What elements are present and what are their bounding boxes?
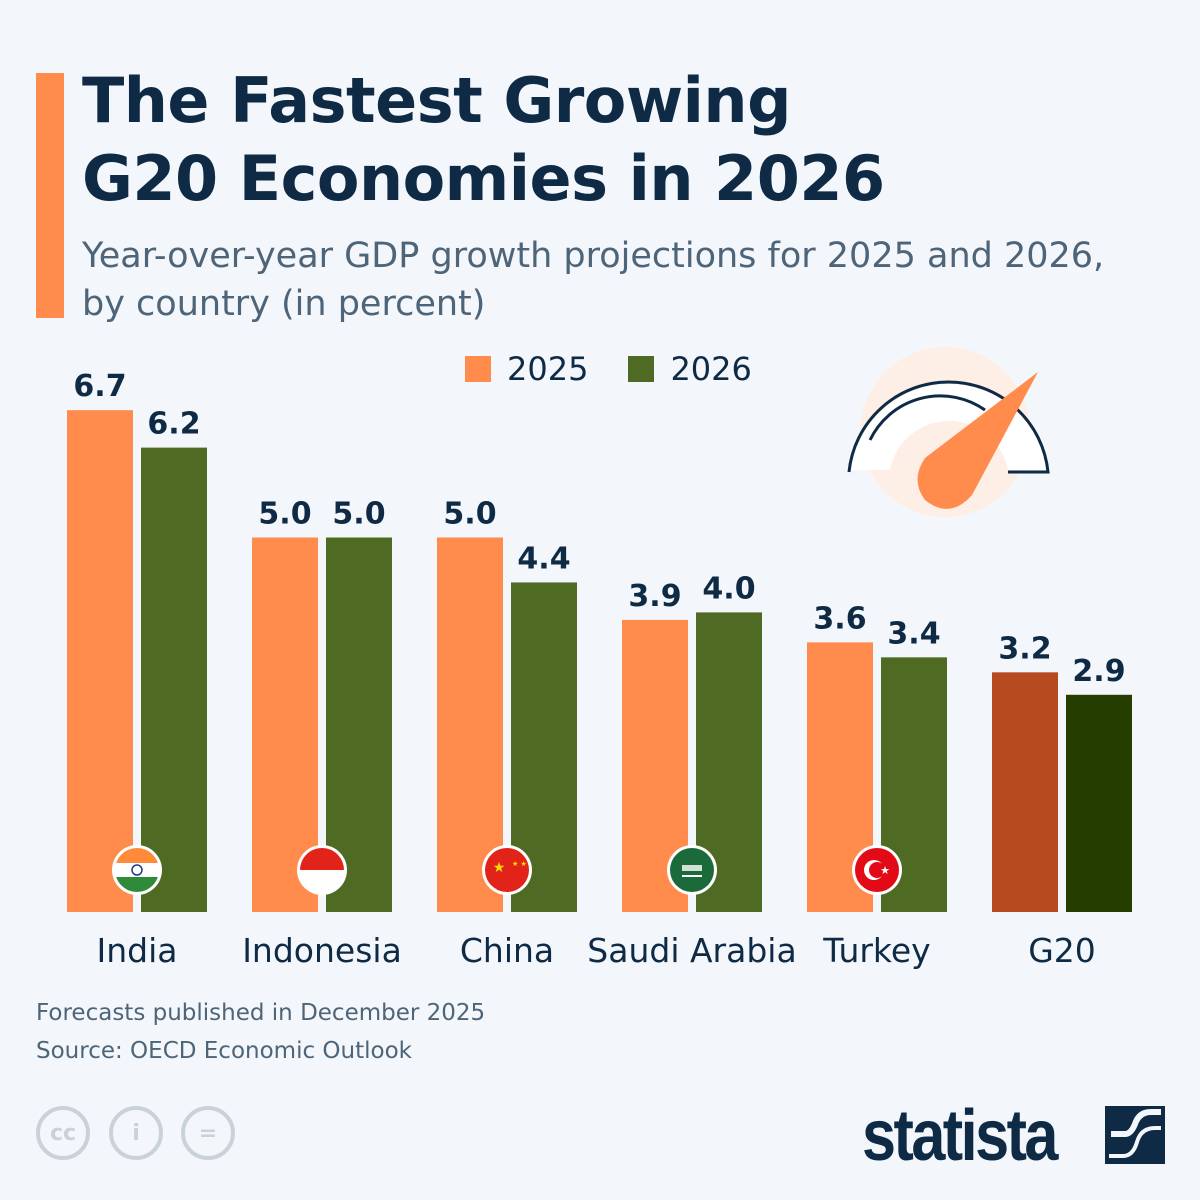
bar-indonesia-2025 xyxy=(252,537,318,912)
legend-label-2025: 2025 xyxy=(507,350,589,388)
bar-g20-2026 xyxy=(1066,694,1132,912)
legend: 2025 2026 xyxy=(465,350,752,388)
statista-logo: statista xyxy=(862,1096,1058,1176)
bar-india-2026 xyxy=(141,447,207,912)
category-label-g20: G20 xyxy=(1028,931,1096,970)
value-label-turkey-2025: 3.6 xyxy=(813,601,866,636)
value-label-saudi-arabia-2025: 3.9 xyxy=(628,579,681,614)
india-flag-icon xyxy=(112,845,162,895)
svg-text:★: ★ xyxy=(493,860,506,876)
svg-text:★: ★ xyxy=(880,864,890,877)
speedometer-icon xyxy=(847,347,1050,517)
value-label-turkey-2026: 3.4 xyxy=(887,616,940,651)
value-label-china-2025: 5.0 xyxy=(443,497,496,532)
indonesia-flag-icon xyxy=(297,845,347,895)
value-label-indonesia-2025: 5.0 xyxy=(258,497,311,532)
bar-china-2025 xyxy=(437,537,503,912)
legend-item-2025: 2025 xyxy=(465,350,588,388)
legend-item-2026: 2026 xyxy=(628,350,752,388)
title-accent-bar xyxy=(36,73,64,318)
source: Source: OECD Economic Outlook xyxy=(36,1038,412,1064)
value-label-g20-2026: 2.9 xyxy=(1072,654,1125,689)
value-label-indonesia-2026: 5.0 xyxy=(332,497,385,532)
footnote: Forecasts published in December 2025 xyxy=(36,1000,486,1026)
china-flag-icon: ★ ★ ★ xyxy=(482,845,532,895)
value-label-india-2026: 6.2 xyxy=(147,407,200,442)
bar-indonesia-2026 xyxy=(326,537,392,912)
legend-label-2026: 2026 xyxy=(670,350,752,388)
no-derivatives-icon: = xyxy=(181,1106,235,1160)
cc-icon: cc xyxy=(36,1106,90,1160)
attribution-icon: i xyxy=(109,1106,163,1160)
value-label-india-2025: 6.7 xyxy=(73,369,126,404)
category-label-india: India xyxy=(97,931,178,970)
legend-swatch-2025 xyxy=(465,356,491,382)
bar-g20-2025 xyxy=(992,672,1058,912)
bar-india-2025 xyxy=(67,410,133,912)
statista-logo-mark xyxy=(1105,1106,1165,1164)
value-label-g20-2025: 3.2 xyxy=(998,631,1051,666)
category-label-saudi-arabia: Saudi Arabia xyxy=(587,931,796,970)
category-label-turkey: Turkey xyxy=(822,931,930,970)
value-label-china-2026: 4.4 xyxy=(517,541,570,576)
chart-title: The Fastest Growing G20 Economies in 2026 xyxy=(82,64,885,215)
saudi-arabia-flag-icon xyxy=(667,845,717,895)
category-label-china: China xyxy=(460,931,554,970)
legend-swatch-2026 xyxy=(628,356,655,382)
svg-text:★ ★: ★ ★ xyxy=(512,860,527,868)
value-label-saudi-arabia-2026: 4.0 xyxy=(702,571,755,606)
category-label-indonesia: Indonesia xyxy=(242,931,402,970)
chart-subtitle: Year-over-year GDP growth projections fo… xyxy=(82,236,1105,324)
turkey-flag-icon: ★ xyxy=(852,845,902,895)
